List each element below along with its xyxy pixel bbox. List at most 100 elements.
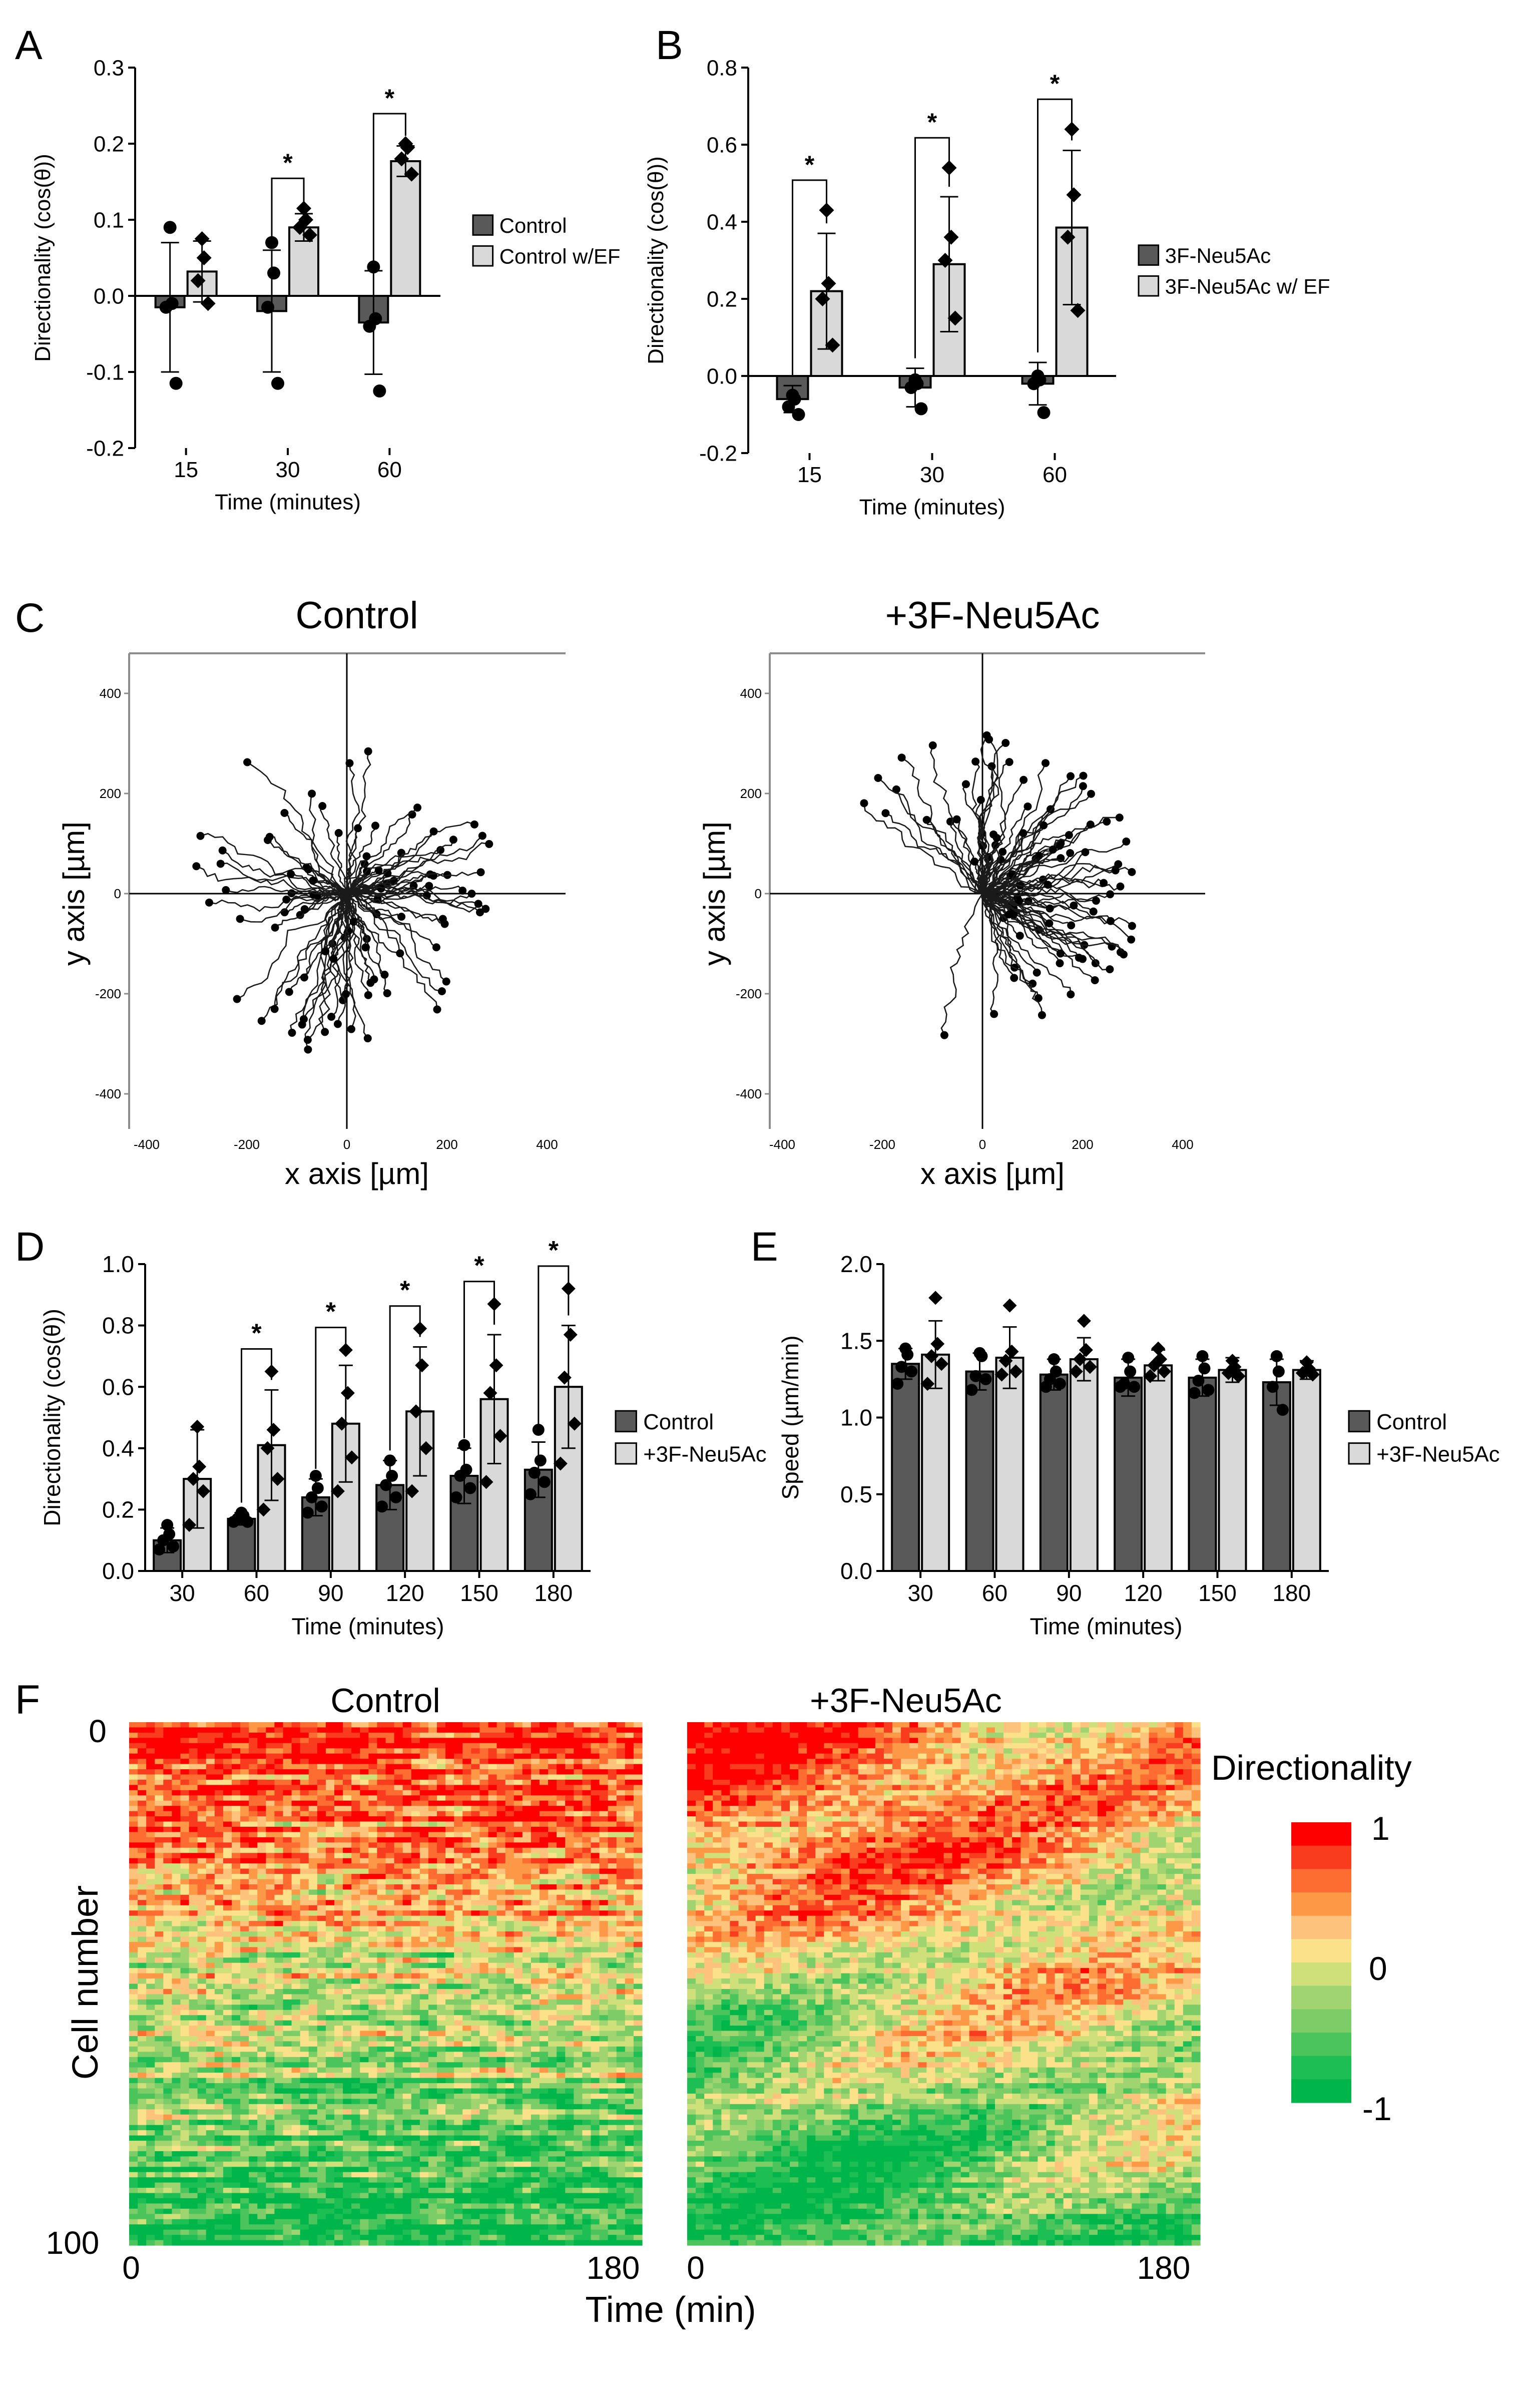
heatmap-cell [249,2005,258,2011]
heatmap-cell [540,1905,549,1911]
heatmap-cell [394,1926,403,1932]
heatmap-cell [180,1769,190,1775]
heatmap-cell [514,1962,523,1968]
heatmap-cell [531,1868,540,1874]
heatmap-cell [351,2036,360,2042]
heatmap-cell [591,1983,600,1990]
heatmap-cell [488,1795,497,1801]
heatmap-cell [419,1821,429,1827]
heatmap-cell [291,1921,301,1927]
y-tick-label: 0.2 [94,132,124,156]
cell-track [346,828,359,894]
heatmap-cell [377,1785,386,1791]
heatmap-cell [146,1952,155,1958]
heatmap-cell [462,1827,471,1833]
heatmap-cell [214,1894,224,1900]
heatmap-cell [496,1973,506,1979]
heatmap-cell [240,1738,249,1744]
x-tick-label: 0 [979,1137,986,1152]
heatmap-cell [540,1874,549,1880]
heatmap-cell [548,2046,557,2052]
heatmap-cell [582,1889,592,1895]
heatmap-cell [240,1858,249,1864]
heatmap-cell [300,1800,309,1806]
heatmap-cell [419,1738,429,1744]
heatmap-cell [274,1994,284,2000]
heatmap-cell [633,1732,643,1738]
heatmap-cell [300,1968,309,1974]
heatmap-cell [479,1988,489,1995]
heatmap-cell [445,2010,454,2016]
heatmap-cell [574,1874,583,1880]
heatmap-cell [283,1968,292,1974]
heatmap-cell [334,1748,343,1754]
heatmap-cell [471,1915,480,1921]
heatmap-cell [274,2036,284,2042]
heatmap-cell [608,1748,617,1754]
heatmap-cell [557,1795,566,1801]
heatmap-cell [325,1978,335,1984]
heatmap-cell [625,2031,634,2037]
heatmap-cell [129,1785,138,1791]
heatmap-cell [488,2020,497,2026]
heatmap-cell [505,1811,515,1817]
y-tick-label: 0.3 [94,56,124,80]
track-endpoint [432,943,440,952]
heatmap-cell [608,1962,617,1968]
heatmap-cell [155,1759,164,1765]
heatmap-cell [214,2052,224,2058]
track-endpoint [383,989,391,997]
heatmap-cell [608,1915,617,1921]
heatmap-cell [197,1753,207,1759]
heatmap-cell [531,1884,540,1890]
heatmap-cell [240,1811,249,1817]
heatmap-cell [608,1889,617,1895]
heatmap-cell [574,1973,583,1979]
heatmap-cell [172,1910,181,1916]
heatmap-cell [557,1832,566,1838]
heatmap-cell [223,1738,232,1744]
track-endpoint [1103,818,1111,826]
heatmap-cell [266,2062,275,2068]
heatmap-cell [385,1811,395,1817]
heatmap-cell [505,1727,515,1733]
data-point [891,1378,904,1390]
heatmap-cell [394,1962,403,1968]
heatmap-cell [291,2005,301,2011]
heatmap-cell [197,1947,207,1953]
heatmap-cell [496,1769,506,1775]
heatmap-cell [540,2052,549,2058]
heatmap-cell [548,1795,557,1801]
heatmap-cell [428,2010,437,2016]
heatmap-cell [240,2067,249,2073]
heatmap-cell [360,2057,369,2063]
heatmap-cell [462,2020,471,2026]
heatmap-cell [522,2020,532,2026]
heatmap-cell [454,2062,463,2068]
heatmap-cell [138,2015,147,2021]
heatmap-cell [155,2020,164,2026]
heatmap-cell [488,1842,497,1848]
heatmap-cell [548,1837,557,1843]
heatmap-cell [214,1973,224,1979]
heatmap-cell [411,1999,420,2005]
heatmap-cell [377,1795,386,1801]
heatmap-cell [257,2026,266,2032]
heatmap-cell [548,1894,557,1900]
heatmap-cell [437,1779,446,1785]
heatmap-cell [325,1962,335,1968]
heatmap-cell [240,1842,249,1848]
heatmap-cell [557,1821,566,1827]
heatmap-cell [343,1821,352,1827]
heatmap-cell [189,1816,198,1822]
heatmap-cell [334,1832,343,1838]
heatmap-cell [291,1915,301,1921]
heatmap-cell [402,1816,412,1822]
heatmap-cell [616,2026,626,2032]
heatmap-cell [368,1727,378,1733]
heatmap-cell [240,1732,249,1738]
heatmap-cell [633,2067,643,2073]
data-point [261,300,274,314]
heatmap-cell [214,2057,224,2063]
heatmap-cell [360,2073,369,2079]
